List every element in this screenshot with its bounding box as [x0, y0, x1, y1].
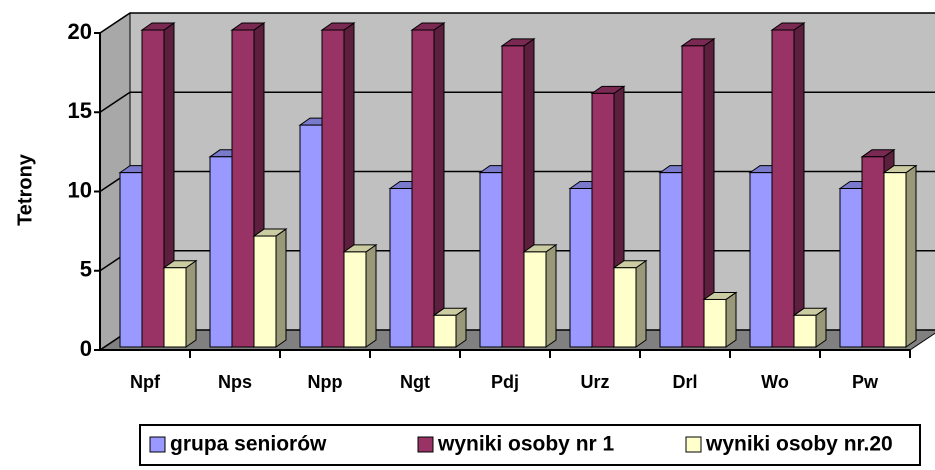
- bar-3d: [882, 164, 918, 348]
- bar-3d: [770, 22, 806, 348]
- bar: [591, 92, 615, 348]
- bar: [839, 188, 863, 348]
- bar-side: [635, 259, 647, 348]
- bar: [883, 172, 907, 348]
- bar: [659, 172, 683, 348]
- legend-swatch: [149, 436, 166, 453]
- bar: [343, 251, 367, 348]
- bar: [119, 172, 143, 348]
- bar-3d: [612, 259, 648, 348]
- bar-side: [725, 291, 737, 348]
- bar-3d: [320, 22, 356, 348]
- bar-3d: [702, 291, 738, 348]
- bar-side: [793, 22, 805, 348]
- legend-box: [139, 424, 921, 466]
- x-tick-label: Pdj: [491, 372, 519, 392]
- bar: [411, 29, 435, 348]
- bar: [299, 124, 323, 348]
- bar-3d: [680, 37, 716, 348]
- x-tick-label: Pw: [852, 372, 879, 392]
- bar: [479, 172, 503, 348]
- legend-label: wyniki osoby nr.20: [705, 433, 893, 456]
- bar-3d: [432, 307, 468, 348]
- x-tick-label: Urz: [580, 372, 609, 392]
- bar-side: [275, 228, 287, 348]
- bar-3d: [162, 259, 198, 348]
- bar: [681, 45, 705, 348]
- y-tick-label: 10: [68, 177, 92, 202]
- bar-3d: [342, 243, 378, 348]
- x-tick-label: Npf: [130, 372, 161, 392]
- bar-3d: [252, 228, 288, 348]
- y-tick-label: 0: [80, 336, 92, 361]
- bar: [613, 267, 637, 348]
- bar: [209, 156, 233, 348]
- bar-side: [905, 164, 917, 348]
- bar: [749, 172, 773, 348]
- grid-line: [99, 12, 935, 34]
- x-tick-label: Nps: [218, 372, 252, 392]
- bar: [569, 188, 593, 348]
- bar-3d: [522, 243, 558, 348]
- bar: [501, 45, 525, 348]
- bar: [771, 29, 795, 348]
- x-tick-label: Drl: [672, 372, 697, 392]
- bar: [231, 29, 255, 348]
- bar-side: [433, 22, 445, 348]
- bar-side: [545, 243, 557, 348]
- bar-3d: [410, 22, 446, 348]
- bar: [163, 267, 187, 348]
- bar: [433, 314, 457, 348]
- bar: [523, 251, 547, 348]
- bar-3d: [792, 307, 828, 348]
- bar-side: [365, 243, 377, 348]
- bar: [141, 29, 165, 348]
- y-tick-label: 15: [68, 98, 92, 123]
- bar: [703, 298, 727, 348]
- bar: [861, 156, 885, 348]
- bar-side: [185, 259, 197, 348]
- legend-swatch: [685, 436, 702, 453]
- bar: [321, 29, 345, 348]
- y-tick-label: 5: [80, 257, 92, 282]
- legend-swatch: [417, 436, 434, 453]
- legend-label: grupa seniorów: [170, 433, 327, 456]
- x-tick-label: Ngt: [400, 372, 430, 392]
- bar: [253, 235, 277, 348]
- x-tick-label: Npp: [308, 372, 343, 392]
- legend-label: wyniki osoby nr 1: [437, 433, 615, 456]
- x-tick-label: Wo: [761, 372, 789, 392]
- y-axis-label: Tetrony: [14, 153, 36, 226]
- bar: [389, 188, 413, 348]
- y-tick-label: 20: [68, 19, 92, 44]
- bar: [793, 314, 817, 348]
